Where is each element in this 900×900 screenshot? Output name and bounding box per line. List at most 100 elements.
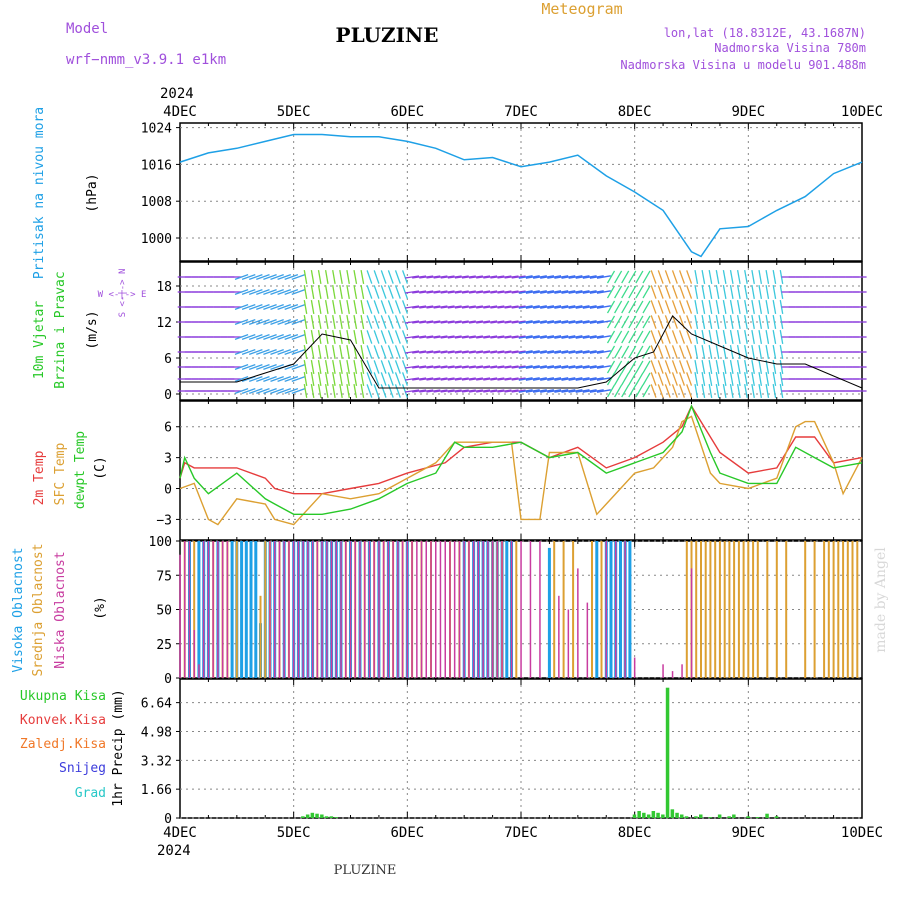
wind-arrow (270, 348, 284, 356)
wind-arrow (490, 290, 505, 294)
wind-arrow (568, 335, 583, 339)
wind-arrow (469, 305, 483, 309)
wind-arrow (729, 284, 734, 300)
wind-arrow (277, 387, 292, 395)
wind-arrow (758, 299, 763, 315)
wind-arrow (765, 314, 770, 330)
cloud-low-bar (482, 541, 484, 678)
wind-arrow (483, 275, 498, 279)
model-name: wrf−nmm_v3.9.1 e1km (66, 52, 226, 68)
precip-legend-total: Ukupna Kisa (20, 689, 106, 704)
wind-arrow (518, 305, 533, 309)
wind-arrow (387, 345, 394, 359)
wind-arrow (642, 384, 651, 398)
cloud-mid-bar (742, 541, 745, 678)
cloud-low-bar (354, 541, 356, 678)
wind-arrow (701, 359, 706, 375)
wind-arrow (582, 335, 597, 339)
cloud-low-bar (198, 664, 200, 678)
wind-arrow (401, 285, 409, 299)
wind-arrow (440, 290, 455, 294)
wind-arrow (758, 383, 763, 399)
wind-arrow (772, 314, 777, 330)
wind-arrow (540, 389, 555, 393)
cloud-high-bar (230, 541, 234, 678)
wind-arrow (440, 365, 455, 369)
product-title: Meteogram (541, 0, 622, 18)
cloud-low-bar (430, 541, 432, 678)
wind-arrow (447, 350, 462, 354)
wind-arrow (447, 305, 462, 309)
precip-bar (675, 812, 679, 818)
wind-arrow (525, 350, 540, 354)
precip-legend-snow: Snijeg (59, 761, 106, 776)
wind-arrow (779, 299, 784, 315)
wind-arrow (394, 285, 401, 299)
cloud-low-bar (558, 595, 560, 678)
wind-arrow (729, 269, 734, 285)
wind-arrow (380, 270, 387, 284)
wind-arrow (650, 384, 657, 398)
wind-arrow (671, 384, 678, 398)
wind-arrow (736, 359, 741, 375)
cloud-mid-bar (813, 541, 816, 678)
wind-arrow (353, 383, 358, 399)
wind-arrow (650, 330, 657, 344)
wind-arrow (353, 371, 358, 387)
wind-arrow (440, 320, 455, 324)
wind-arrow (729, 329, 734, 345)
wind-arrow (525, 389, 540, 393)
precip-bar (637, 811, 641, 818)
wind-arrow (589, 290, 604, 294)
wind-arrow (779, 284, 784, 300)
precip-legend-convective: Konvek.Kisa (20, 713, 106, 728)
wind-arrow (744, 344, 748, 360)
wind-arrow (589, 335, 604, 339)
wind-arrow (277, 318, 292, 326)
cloud-low-bar (624, 541, 626, 678)
wind-arrow (657, 345, 664, 359)
wind-arrow (469, 335, 483, 339)
precip-ytick-label: 0 (164, 812, 172, 827)
wind-arrow (440, 305, 455, 309)
day-label-bottom: 8DEC (618, 825, 652, 841)
wind-arrow (346, 269, 350, 285)
wind-arrow (772, 359, 777, 375)
wind-arrow (419, 377, 434, 381)
footer-station: PLUZINE (334, 863, 397, 878)
wind-arrow (401, 345, 409, 359)
wind-arrow (476, 365, 491, 369)
wind-arrow (360, 371, 365, 387)
wind-arrow (373, 270, 380, 284)
wind-arrow (284, 333, 299, 341)
cloud-low-bar (406, 541, 409, 678)
wind-arrow (241, 375, 256, 383)
wind-arrow (419, 389, 434, 393)
wind-arrow (483, 320, 498, 324)
cloud-low-bar (615, 541, 617, 678)
wind-arrow (596, 290, 611, 294)
wind-arrow (440, 335, 455, 339)
cloud-mid-bar (756, 541, 759, 678)
wind-arrow (532, 275, 547, 279)
wind-arrow (405, 290, 420, 294)
wind-arrow (324, 383, 329, 399)
wind-arrow (568, 320, 583, 324)
precip-bar (310, 812, 315, 818)
cloud-low-bar (439, 541, 442, 678)
wind-arrow (412, 350, 427, 354)
wind-arrow (772, 383, 777, 399)
wind-arrow (241, 318, 256, 326)
wind-arrow (405, 335, 420, 339)
wind-arrow (248, 288, 263, 296)
wind-arrow (339, 359, 343, 375)
wind-arrow (504, 275, 519, 279)
wind-compass-sn: S <-|-> N (118, 269, 128, 318)
wind-arrow (664, 372, 671, 386)
cloud-mid-bar (766, 541, 769, 678)
cloud-low-bar (463, 541, 465, 678)
wind-arrow (606, 384, 616, 398)
wind-arrow (664, 285, 671, 299)
wind-arrow (635, 285, 644, 299)
wind-arrow (678, 360, 686, 374)
